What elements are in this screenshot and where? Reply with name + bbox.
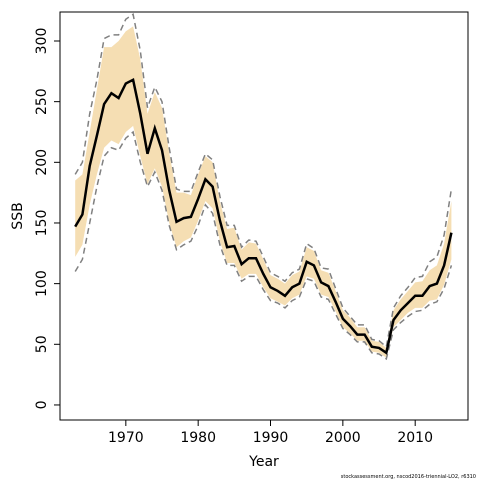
x-axis-label: Year <box>248 454 279 470</box>
x-tick-label: 2010 <box>397 430 433 446</box>
estimate-line <box>74 77 453 355</box>
y-axis-label: SSB <box>10 202 26 229</box>
y-tick-label: 50 <box>34 335 50 353</box>
x-tick-label: 2000 <box>325 430 361 446</box>
dashed-bound <box>74 13 453 349</box>
x-tick-label: 1980 <box>180 430 216 446</box>
confidence-band <box>75 26 452 358</box>
x-tick-label: 1970 <box>108 430 144 446</box>
y-tick-label: 300 <box>34 28 50 55</box>
plot-frame <box>59 11 469 421</box>
y-tick-label: 0 <box>34 400 50 409</box>
x-tick-label: 1990 <box>253 430 289 446</box>
credit: stockassessment.org, nscod2016-triennial… <box>341 474 476 480</box>
y-tick-label: 150 <box>34 210 50 237</box>
y-tick-label: 200 <box>34 149 50 176</box>
y-tick-label: 250 <box>34 88 50 115</box>
dashed-bound <box>74 130 453 361</box>
y-tick-label: 100 <box>34 270 50 297</box>
